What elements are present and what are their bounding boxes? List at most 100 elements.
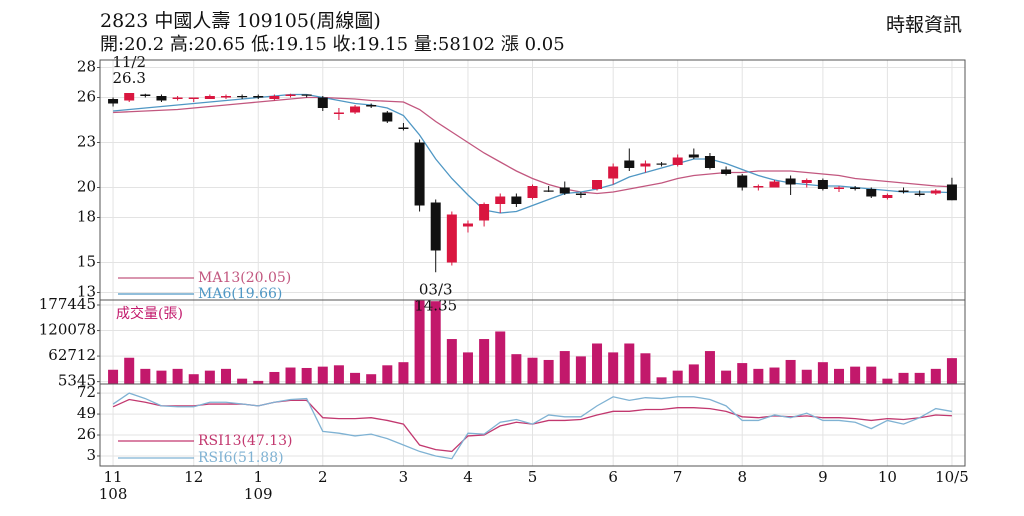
volume-bar — [688, 364, 699, 384]
candle-body — [156, 96, 167, 101]
candle-body — [769, 181, 780, 188]
legend-label: MA6(19.66) — [198, 286, 282, 302]
volume-bar — [801, 369, 812, 384]
candle-body — [188, 97, 199, 99]
candle-body — [801, 180, 812, 183]
volume-bar — [333, 365, 344, 384]
x-tick-label: 12 — [184, 468, 203, 486]
candle-body — [817, 180, 828, 189]
candle-body — [446, 214, 457, 263]
x-tick-label: 9 — [818, 468, 828, 486]
volume-bar — [608, 352, 619, 384]
candle-body — [592, 180, 603, 189]
x-tick-label: 11 — [104, 468, 123, 486]
volume-bar — [237, 378, 248, 384]
candle-body — [253, 96, 264, 98]
y-tick-label: 177445 — [39, 295, 96, 313]
candle-body — [479, 204, 490, 221]
volume-bar — [527, 357, 538, 384]
rsi-line — [112, 392, 953, 460]
y-tick-label: 26 — [77, 88, 96, 106]
volume-bar — [462, 352, 473, 384]
volume-bar — [785, 359, 796, 384]
volume-bar — [769, 367, 780, 384]
volume-bar — [350, 372, 361, 384]
x-tick-label: 1 — [253, 468, 263, 486]
candle-body — [333, 112, 344, 114]
volume-bar — [269, 371, 280, 384]
candle-body — [382, 112, 393, 122]
volume-bar — [366, 374, 377, 384]
volume-bar — [656, 377, 667, 384]
y-tick-label: 13 — [77, 283, 96, 301]
candle-body — [301, 94, 312, 96]
x-tick-label: 6 — [608, 468, 618, 486]
candle-body — [220, 96, 231, 98]
marks-layer — [108, 93, 957, 460]
candle-body — [656, 163, 667, 165]
volume-bar — [866, 366, 877, 384]
volume-bar — [220, 368, 231, 384]
candle-body — [527, 186, 538, 198]
candle-body — [753, 186, 764, 188]
ma-line — [113, 93, 952, 214]
x-tick-label: 10 — [878, 468, 897, 486]
x-tick-label: 2 — [318, 468, 328, 486]
candle-body — [834, 187, 845, 189]
volume-bar — [285, 367, 296, 384]
x-tick-label: 3 — [399, 468, 409, 486]
volume-panel — [108, 300, 957, 384]
candle-body — [575, 193, 586, 195]
low-date-label: 03/3 — [419, 280, 453, 298]
volume-bar — [140, 368, 151, 384]
volume-bar — [704, 351, 715, 384]
candle-body — [414, 142, 425, 206]
candle-body — [672, 157, 683, 165]
high-date-label: 11/2 — [112, 53, 146, 71]
volume-bar — [882, 378, 893, 384]
panel-title: 成交量(張) — [116, 305, 183, 322]
y-tick-label: 62712 — [48, 346, 96, 364]
candle-body — [511, 196, 522, 204]
candle-body — [350, 106, 361, 113]
candle-body — [430, 202, 441, 251]
x-year-label: 108 — [99, 485, 128, 503]
volume-bar — [317, 366, 328, 384]
candle-body — [285, 94, 296, 96]
candle-body — [882, 195, 893, 198]
y-tick-label: 3 — [86, 446, 96, 464]
candle-body — [785, 178, 796, 185]
volume-bar — [253, 380, 264, 384]
candle-body — [704, 156, 715, 168]
candle-body — [850, 187, 861, 189]
volume-bar — [430, 301, 441, 384]
candle-body — [543, 190, 554, 192]
candle-body — [317, 97, 328, 108]
low-value-label: 14.35 — [414, 296, 457, 314]
candle-body — [946, 184, 957, 201]
candle-body — [398, 127, 409, 129]
candle-body — [640, 163, 651, 167]
volume-bar — [850, 366, 861, 384]
volume-bar — [301, 367, 312, 384]
volume-bar — [817, 362, 828, 384]
y-tick-label: 28 — [77, 58, 96, 76]
volume-bar — [592, 343, 603, 384]
y-tick-label: 120078 — [39, 321, 96, 339]
volume-bar — [495, 331, 506, 384]
volume-bar — [479, 339, 490, 384]
volume-bar — [446, 339, 457, 384]
volume-bar — [172, 368, 183, 384]
volume-bar — [753, 368, 764, 384]
candle-body — [721, 169, 732, 174]
legend-label: RSI6(51.88) — [198, 450, 284, 466]
y-tick-label: 26 — [77, 425, 96, 443]
candle-body — [930, 190, 941, 194]
candle-body — [269, 96, 280, 99]
candle-body — [366, 105, 377, 107]
volume-bar — [559, 351, 570, 384]
candle-body — [624, 160, 635, 168]
candle-body — [866, 189, 877, 197]
candle-body — [124, 93, 135, 101]
